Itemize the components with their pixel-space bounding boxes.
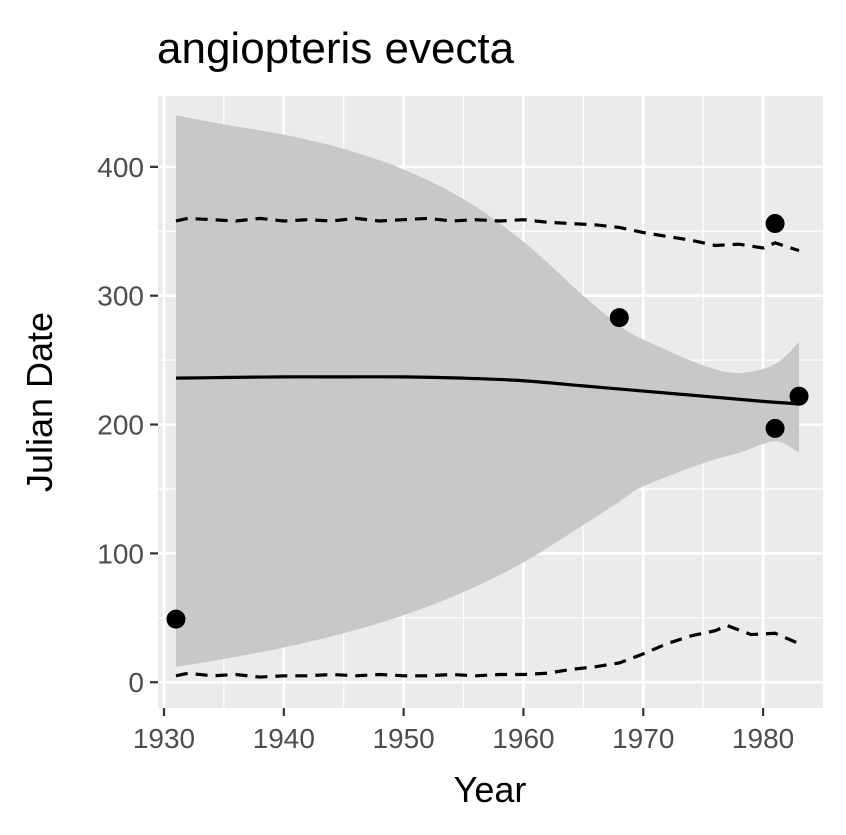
y-axis: 0 100 200 300 400 [97, 152, 158, 698]
x-tick-label: 1930 [133, 723, 195, 754]
confidence-band [175, 115, 800, 667]
data-point [789, 386, 809, 406]
x-tick-label: 1940 [253, 723, 315, 754]
y-tick-label: 300 [97, 281, 144, 312]
y-tick-label: 400 [97, 152, 144, 183]
data-point [609, 308, 629, 328]
data-point [765, 214, 785, 234]
fit-line [175, 375, 800, 406]
x-axis: 1930 1940 1950 1960 1970 1980 [133, 708, 794, 754]
x-tick-label: 1950 [372, 723, 434, 754]
x-axis-title: Year [454, 769, 527, 810]
chart-title: angiopteris evecta [157, 24, 515, 73]
y-axis-title: Julian Date [19, 312, 60, 492]
data-point [765, 418, 785, 438]
x-tick-label: 1960 [492, 723, 554, 754]
points-layer [166, 214, 809, 629]
y-tick-label: 0 [128, 667, 144, 698]
data-point [166, 609, 186, 629]
lines-layer [175, 216, 800, 679]
y-tick-label: 200 [97, 410, 144, 441]
x-tick-label: 1980 [732, 723, 794, 754]
x-tick-label: 1970 [612, 723, 674, 754]
upper-quantile-line [175, 216, 800, 253]
y-tick-label: 100 [97, 538, 144, 569]
confidence-band-layer [175, 115, 800, 667]
